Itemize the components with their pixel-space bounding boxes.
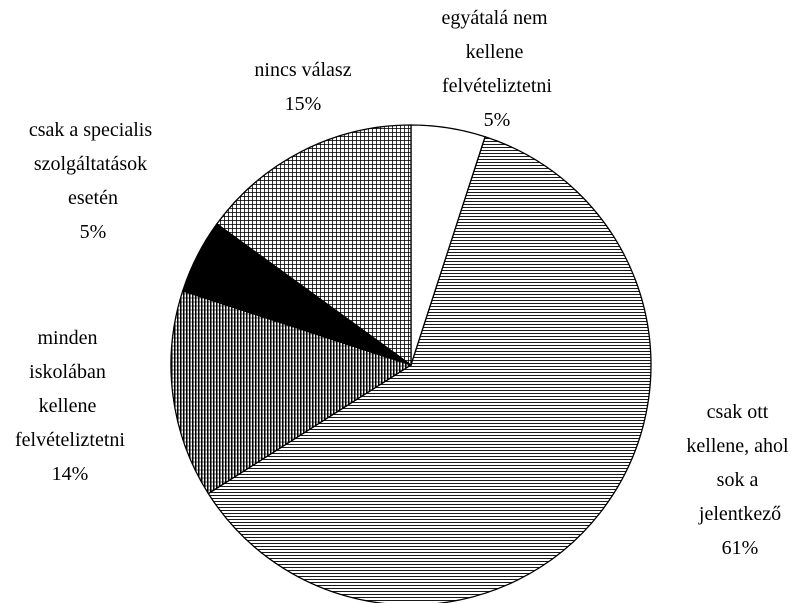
pie-slice <box>215 124 412 367</box>
labels: egyátalá nem kellene felvételiztetni 5% cs… <box>15 7 794 559</box>
pie-slice <box>207 135 652 603</box>
percent-label: 15% <box>285 93 322 115</box>
pie <box>170 124 652 603</box>
percent-label: 5% <box>80 221 107 243</box>
slice-label: minden iskolában kellene felvételiztetni <box>15 327 125 451</box>
slice-label: egyátalá nem kellene felvételiztetni <box>441 7 552 97</box>
slice-label: csak ott kellene, ahol sok a jelentkező <box>686 401 793 525</box>
slice-label: nincs válasz <box>254 59 351 81</box>
percent-label: 14% <box>52 463 89 485</box>
percent-label: 5% <box>484 109 511 131</box>
pie-slice <box>170 290 413 495</box>
slice-label: csak a specialis szolgáltatások esetén <box>29 119 157 209</box>
percent-label: 61% <box>722 537 759 559</box>
